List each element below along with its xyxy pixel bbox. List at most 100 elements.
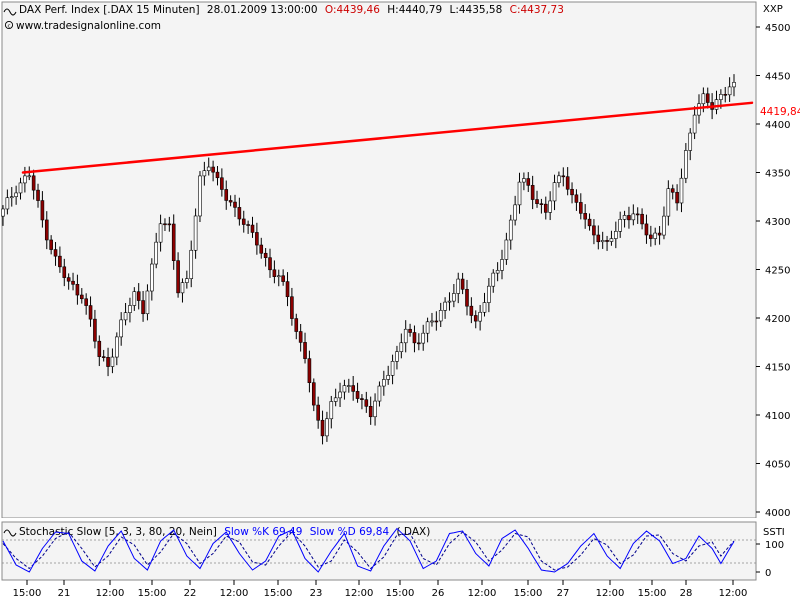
candle-body <box>705 93 710 103</box>
time-tick-label: 12:00 <box>596 588 625 599</box>
candle-body <box>719 93 723 100</box>
candle-body <box>373 400 377 418</box>
candle-body <box>167 223 172 226</box>
candle-body <box>338 391 342 399</box>
candle-body <box>417 342 421 345</box>
candle-body <box>176 260 180 294</box>
candle-body <box>31 175 36 191</box>
candle-body <box>438 310 443 322</box>
candle-body <box>49 239 53 250</box>
candle-body <box>185 278 189 283</box>
price-tick-label: 4150 <box>765 363 790 374</box>
candle-body <box>193 215 198 251</box>
header-legend: DAX Perf. Index [.DAX 15 Minuten] 28.01.… <box>3 4 564 32</box>
candle-body <box>141 300 145 315</box>
wave-icon <box>3 8 17 16</box>
candle-body <box>583 213 587 220</box>
candle-body <box>342 385 347 393</box>
candle-body <box>539 203 544 205</box>
candle-body <box>180 282 185 294</box>
candle-body <box>500 259 504 271</box>
plot-area[interactable] <box>1 1 757 518</box>
candle-body <box>220 177 224 190</box>
candle-body <box>189 249 194 279</box>
candle-body <box>171 223 176 261</box>
trend-line-value: 4419,84 <box>760 106 800 118</box>
candle-body <box>578 202 583 214</box>
candle-body <box>237 207 242 220</box>
candle-body <box>443 301 447 311</box>
price-chart[interactable]: DAX Perf. Index [.DAX 15 Minuten] 28.01.… <box>0 0 800 518</box>
candle-body <box>530 185 535 200</box>
candle-body <box>150 263 154 292</box>
candle-body <box>66 277 71 282</box>
candle-body <box>565 176 570 190</box>
candle-body <box>679 177 684 204</box>
candle-body <box>714 99 719 110</box>
candle-body <box>58 255 62 268</box>
candle-body <box>421 332 426 344</box>
low-value: L:4435,58 <box>449 4 502 16</box>
candle-body <box>596 234 601 243</box>
candle-body <box>1 208 5 217</box>
time-tick-label: 27 <box>557 588 570 599</box>
price-tick-label: 4450 <box>765 72 790 83</box>
svg-text:c: c <box>7 23 10 29</box>
time-tick-label: 21 <box>58 588 71 599</box>
candle-body <box>36 189 40 201</box>
source-label: www.tradesignalonline.com <box>16 20 161 32</box>
candle-body <box>495 270 500 274</box>
candle-body <box>662 215 666 236</box>
high-value: H:4440,79 <box>387 4 442 16</box>
price-axis: 4500 4450 4400 4350 4300 4250 4200 4150 4100 4050… <box>756 23 790 518</box>
candle-body <box>452 293 456 302</box>
candle-body <box>412 332 417 344</box>
candle-body <box>241 218 246 225</box>
candle-body <box>79 294 84 300</box>
candle-body <box>487 285 491 303</box>
candle-body <box>403 328 408 344</box>
candle-body <box>347 385 351 387</box>
candle-body <box>307 358 312 383</box>
time-tick-label: 12:00 <box>719 588 748 599</box>
candle-body <box>434 320 439 323</box>
time-tick-label: 15:00 <box>514 588 543 599</box>
stochastic-d-label: Slow %D 69,84 <box>310 526 390 538</box>
time-tick-label: 22 <box>184 588 197 599</box>
candle-body <box>684 150 688 179</box>
price-tick-label: 4300 <box>765 217 790 228</box>
candle-body <box>653 232 658 239</box>
price-tick-label: 4400 <box>765 120 790 131</box>
candle-body <box>377 385 382 402</box>
candle-body <box>605 240 609 242</box>
candle-body <box>263 252 268 258</box>
candle-body <box>522 178 526 183</box>
candle-body <box>71 280 75 285</box>
timestamp-label: 28.01.2009 13:00:00 <box>207 4 318 16</box>
wave-icon <box>3 529 17 537</box>
candle-body <box>456 278 461 294</box>
candle-body <box>250 224 255 233</box>
candle-body <box>508 219 513 241</box>
candle-body <box>154 241 159 265</box>
candle-body <box>631 213 636 221</box>
candle-body <box>723 93 728 96</box>
instrument-label: DAX Perf. Index [.DAX 15 Minuten] <box>19 4 200 16</box>
candle-body <box>609 238 614 242</box>
price-tick-label: 4100 <box>765 411 790 422</box>
candle-body <box>290 296 294 319</box>
stochastic-chart[interactable]: Stochastic Slow [5, 3, 3, 80, 20, Nein] … <box>0 518 800 600</box>
candle-body <box>246 224 250 226</box>
candle-body <box>482 302 487 313</box>
time-tick-label: 26 <box>432 588 445 599</box>
stochastic-plot-area[interactable] <box>1 521 757 581</box>
time-tick-label: 15:00 <box>386 588 415 599</box>
candle-body <box>84 298 88 306</box>
candle-body <box>115 336 119 358</box>
candle-body <box>543 203 548 213</box>
candle-body <box>110 356 115 367</box>
open-value: O:4439,46 <box>325 4 380 16</box>
trend-line[interactable] <box>21 101 754 174</box>
candle-body <box>23 175 27 184</box>
stochastic-tick-label: 100 <box>765 540 784 551</box>
